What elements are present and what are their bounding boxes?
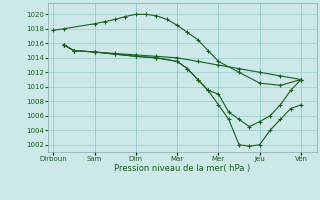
X-axis label: Pression niveau de la mer( hPa ): Pression niveau de la mer( hPa ) xyxy=(114,164,251,173)
